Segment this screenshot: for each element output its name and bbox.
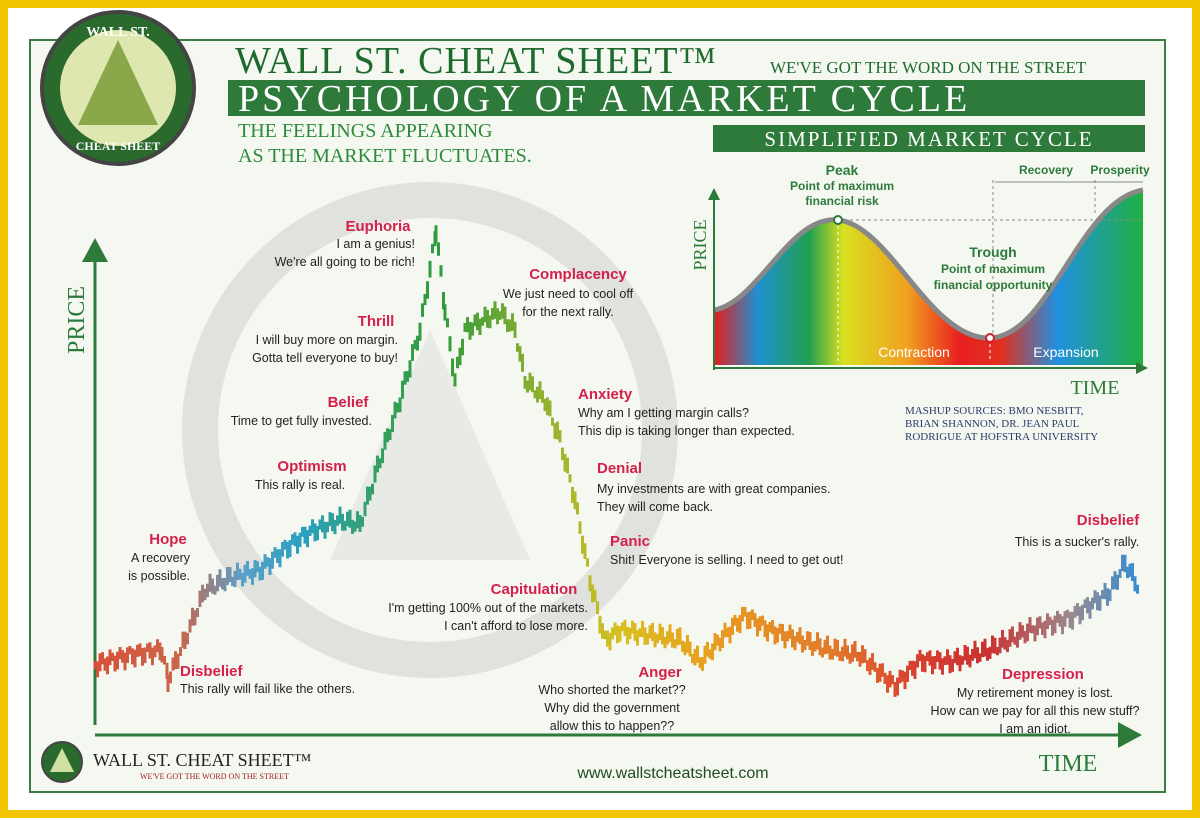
- stage-name: Denial: [597, 460, 642, 477]
- watermark: [330, 330, 530, 560]
- stage-name: Depression: [1002, 666, 1084, 683]
- peak-dot: [833, 215, 843, 225]
- subtitle: AS THE MARKET FLUCTUATES.: [238, 145, 532, 167]
- stage-name: Hope: [149, 531, 187, 548]
- inset-y-label: PRICE: [690, 219, 710, 270]
- stage-text: Why did the government: [544, 701, 680, 715]
- footer-logo: [50, 748, 74, 772]
- expansion-label: Expansion: [1033, 344, 1098, 360]
- sources: BRIAN SHANNON, DR. JEAN PAUL: [905, 418, 1080, 430]
- url: www.wallstcheatsheet.com: [576, 765, 768, 782]
- stage-text: We just need to cool off: [503, 287, 634, 301]
- arrow: [1118, 722, 1142, 748]
- inset-curve: [714, 187, 1144, 341]
- footer-tagline: WE'VE GOT THE WORD ON THE STREET: [140, 772, 289, 781]
- arrow: [1136, 362, 1148, 374]
- logo-text: WALL ST.: [86, 25, 150, 40]
- inset-x-label: TIME: [1071, 377, 1120, 399]
- recovery-label: Recovery: [1019, 163, 1073, 177]
- stage-text: I'm getting 100% out of the markets.: [388, 601, 588, 615]
- stage-text: My investments are with great companies.: [597, 482, 830, 496]
- stage-text: They will come back.: [597, 500, 713, 514]
- stage-name: Thrill: [358, 313, 395, 330]
- y-axis-label: PRICE: [64, 286, 90, 354]
- stage-text: This rally is real.: [255, 478, 345, 492]
- stage-name: Anger: [638, 664, 682, 681]
- trough-dot: [985, 333, 995, 343]
- stage-text: This rally will fail like the others.: [180, 682, 355, 696]
- stage-name: Complacency: [529, 266, 627, 283]
- x-axis-label: TIME: [1039, 751, 1098, 777]
- stage-text: Who shorted the market??: [538, 683, 685, 697]
- watermark: [182, 182, 678, 678]
- arrow: [708, 188, 720, 200]
- prosperity-label: Prosperity: [1090, 163, 1150, 177]
- stage-text: Shit! Everyone is selling. I need to get…: [610, 553, 843, 567]
- logo-pyramid: [78, 40, 158, 125]
- tagline: WE'VE GOT THE WORD ON THE STREET: [770, 58, 1087, 77]
- stage-text: This dip is taking longer than expected.: [578, 424, 795, 438]
- sources: MASHUP SOURCES: BMO NESBITT,: [905, 405, 1084, 417]
- stage-text: Why am I getting margin calls?: [578, 406, 749, 420]
- stage-name: Disbelief: [1077, 512, 1141, 529]
- subtitle: THE FEELINGS APPEARING: [238, 120, 492, 142]
- stage-name: Capitulation: [491, 581, 578, 598]
- trough-text: financial opportunity: [934, 278, 1053, 292]
- contraction-label: Contraction: [878, 344, 950, 360]
- stage-text: I am a genius!: [336, 237, 415, 251]
- stage-name: Belief: [328, 394, 370, 411]
- stage-text: I am an idiot.: [999, 722, 1071, 736]
- peak-text: financial risk: [805, 194, 879, 208]
- stage-text: My retirement money is lost.: [957, 686, 1113, 700]
- stage-text: I can't afford to lose more.: [444, 619, 588, 633]
- stage-text: for the next rally.: [522, 305, 613, 319]
- stage-name: Optimism: [277, 458, 346, 475]
- price-curve: [93, 225, 1139, 697]
- stage-text: How can we pay for all this new stuff?: [931, 704, 1140, 718]
- stage-text: This is a sucker's rally.: [1015, 535, 1139, 549]
- title: PSYCHOLOGY OF A MARKET CYCLE: [238, 78, 970, 120]
- panel: [29, 39, 1166, 793]
- stage-name: Euphoria: [345, 218, 411, 235]
- stage-text: Gotta tell everyone to buy!: [252, 351, 398, 365]
- stage-text: I will buy more on margin.: [256, 333, 398, 347]
- arrow: [82, 238, 108, 262]
- trough-text: Point of maximum: [941, 262, 1045, 276]
- stage-text: Time to get fully invested.: [231, 414, 372, 428]
- inset-title: SIMPLIFIED MARKET CYCLE: [764, 127, 1093, 151]
- stage-name: Panic: [610, 533, 650, 550]
- stage-name: Disbelief: [180, 663, 244, 680]
- stage-text: A recovery: [131, 551, 191, 565]
- trough-label: Trough: [969, 244, 1016, 260]
- logo-text: CHEAT SHEET: [76, 139, 161, 153]
- stage-text: We're all going to be rich!: [275, 255, 415, 269]
- peak-label: Peak: [826, 162, 859, 178]
- footer-brand: WALL ST. CHEAT SHEET™: [93, 750, 311, 770]
- peak-text: Point of maximum: [790, 179, 894, 193]
- stage-text: allow this to happen??: [550, 719, 674, 733]
- sources: RODRIGUE AT HOFSTRA UNIVERSITY: [905, 431, 1098, 443]
- stage-text: is possible.: [128, 569, 190, 583]
- stage-name: Anxiety: [578, 386, 633, 403]
- brand: WALL ST. CHEAT SHEET™: [235, 40, 717, 82]
- inset-banner: [713, 125, 1145, 152]
- title-banner: [228, 80, 1145, 116]
